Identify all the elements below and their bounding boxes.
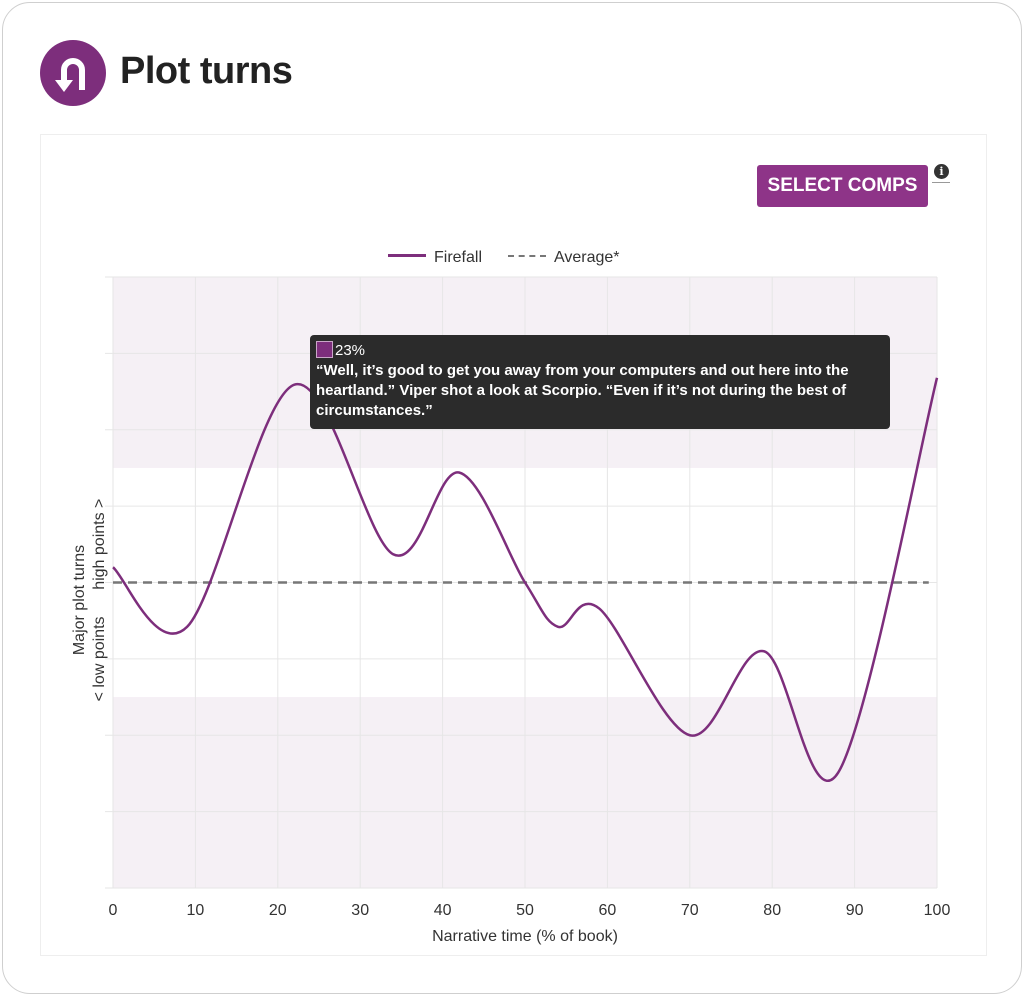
x-tick-label: 40 [434, 902, 452, 919]
y-axis-title: Major plot turns [71, 544, 88, 656]
low-points-label: < low points [91, 616, 108, 702]
select-comps-button[interactable]: SELECT COMPS [757, 165, 928, 207]
x-axis-label: Narrative time (% of book) [432, 928, 618, 945]
x-tick-label: 50 [516, 902, 534, 919]
u-turn-icon [40, 40, 106, 106]
x-tick-label: 30 [351, 902, 369, 919]
x-tick-label: 70 [681, 902, 699, 919]
series-swatch [316, 341, 333, 358]
x-tick-label: 90 [846, 902, 864, 919]
x-tick-label: 60 [599, 902, 617, 919]
tooltip-quote: “Well, it’s good to get you away from yo… [316, 362, 849, 419]
x-tick-label: 0 [109, 902, 118, 919]
legend-firefall[interactable]: Firefall [388, 249, 482, 267]
info-underline [932, 182, 950, 183]
y-axis-sub: < low points high points > [90, 475, 110, 725]
tooltip-percent: 23% [335, 342, 366, 359]
x-tick-label: 20 [269, 902, 287, 919]
y-axis-label: Major plot turns < low points high points… [70, 475, 110, 725]
legend-line-average [508, 255, 546, 257]
legend-label: Firefall [434, 249, 483, 266]
legend-average[interactable]: Average* [508, 249, 620, 267]
info-icon[interactable]: i [934, 164, 949, 179]
legend-label: Average* [554, 249, 620, 266]
firefall-line [112, 377, 939, 783]
x-tick-label: 80 [763, 902, 781, 919]
high-points-label: high points > [91, 498, 108, 590]
page-title: Plot turns [120, 50, 293, 92]
x-tick-label: 10 [187, 902, 205, 919]
chart-card [40, 134, 987, 956]
legend-line-firefall [388, 254, 426, 257]
x-tick-label: 100 [924, 902, 951, 919]
tooltip: 23% “Well, it’s good to get you away from… [310, 335, 890, 429]
